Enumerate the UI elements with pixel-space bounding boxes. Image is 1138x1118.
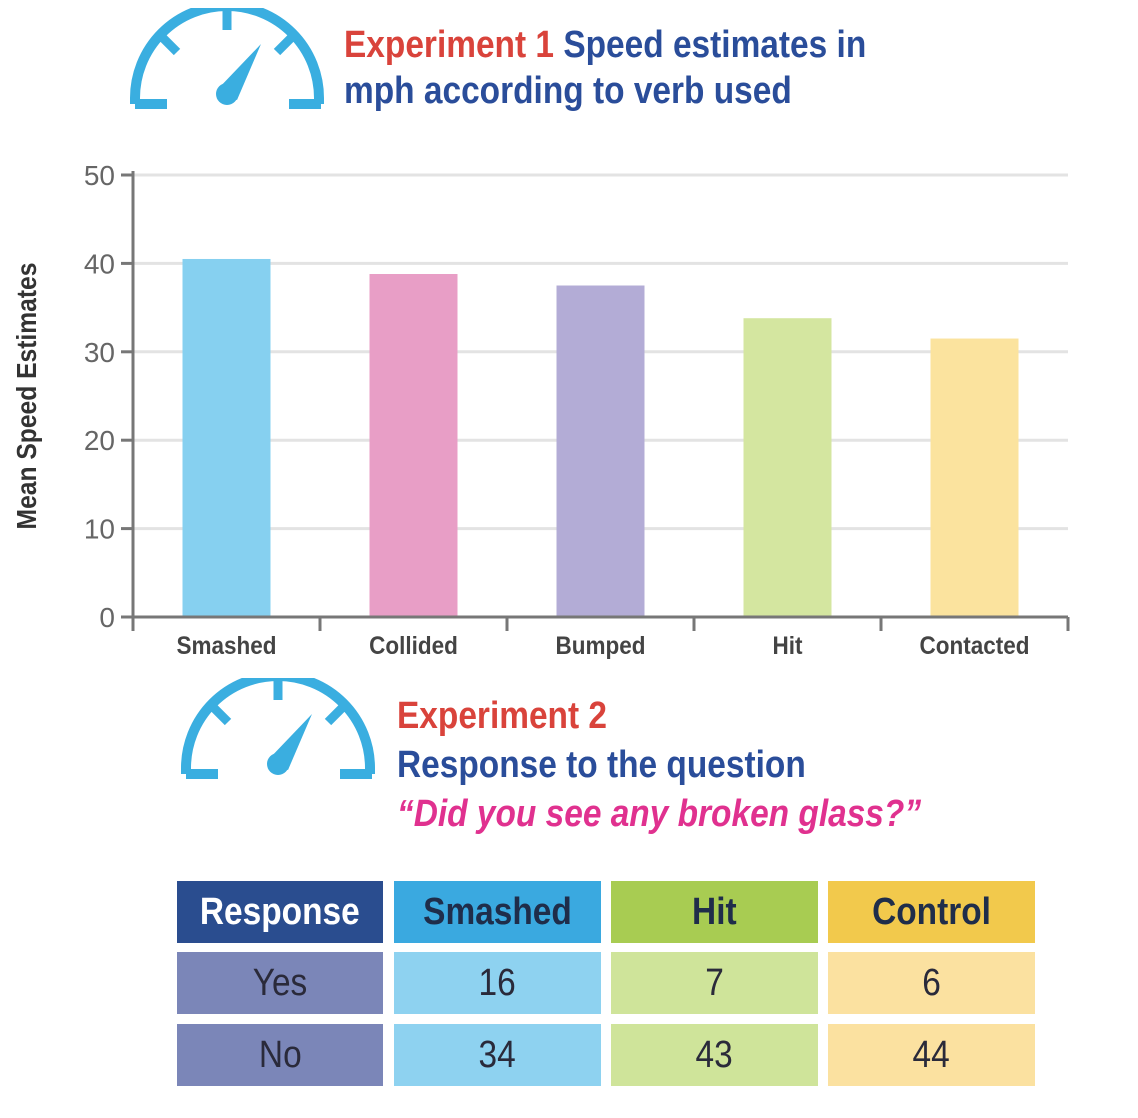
experiment1-title: Experiment 1 Speed estimates in mph acco…: [344, 22, 866, 114]
table-cell: 43: [611, 1024, 818, 1086]
y-tick-label: 50: [84, 160, 115, 191]
table-cell-text: 16: [478, 961, 517, 1004]
speedometer-icon: [181, 678, 375, 779]
experiment2-label: Experiment 2: [397, 695, 608, 737]
table-header-cell: Hit: [611, 881, 818, 943]
experiment1-label: Experiment 1: [344, 24, 555, 66]
bar-smashed: [182, 258, 271, 617]
table-cell: 44: [828, 1024, 1035, 1086]
bar-hit: [743, 318, 832, 617]
table-cell-text: 6: [922, 961, 941, 1004]
bar-collided: [369, 274, 458, 617]
table-cell: 16: [394, 952, 601, 1014]
x-tick-label: Collided: [369, 632, 458, 660]
table-header-cell-text: Smashed: [423, 890, 572, 933]
bar-contacted: [930, 338, 1019, 617]
y-tick-label: 40: [84, 248, 115, 279]
experiment2-subtitle: Response to the question: [397, 744, 806, 786]
speedometer-icon: [130, 8, 324, 109]
bar-bumped: [556, 285, 645, 617]
table-cell-text: 34: [478, 1033, 517, 1076]
experiment2-title: Experiment 2 Response to the question “D…: [397, 692, 921, 839]
x-tick-label: Smashed: [177, 632, 277, 660]
table-header-cell-text: Hit: [692, 890, 737, 933]
table-cell-text: 44: [912, 1033, 951, 1076]
table-cell: 6: [828, 952, 1035, 1014]
y-tick-label: 20: [84, 425, 115, 456]
table-cell-text: Yes: [252, 961, 308, 1004]
table-header-cell: Smashed: [394, 881, 601, 943]
x-tick-label: Hit: [773, 632, 803, 660]
table-cell: No: [177, 1024, 383, 1086]
x-tick-label: Bumped: [556, 632, 646, 660]
y-tick-label: 10: [84, 514, 115, 545]
bar-chart: 0 10 20 30 40 50 Smashed Collided Bumped Hit Conta…: [11, 160, 1070, 660]
table-cell: 34: [394, 1024, 601, 1086]
experiment2-question: “Did you see any broken glass?”: [397, 793, 922, 835]
y-tick-label: 30: [84, 337, 115, 368]
y-tick-label: 0: [99, 602, 115, 633]
x-tick-label: Contacted: [920, 632, 1030, 660]
table-header-cell: Control: [828, 881, 1035, 943]
experiment1-title-line1: Speed estimates in: [563, 24, 867, 66]
table-cell-text: No: [258, 1033, 302, 1076]
table-cell: 7: [611, 952, 818, 1014]
table-header-cell-text: Response: [200, 890, 360, 933]
table-header-cell: Response: [177, 881, 383, 943]
table-cell-text: 7: [705, 961, 724, 1004]
experiment1-title-line2: mph according to verb used: [344, 70, 792, 112]
table-cell: Yes: [177, 952, 383, 1014]
y-axis-label: Mean Speed Estimates: [11, 263, 43, 530]
table-cell-text: 43: [695, 1033, 734, 1076]
table-header-cell-text: Control: [872, 890, 991, 933]
